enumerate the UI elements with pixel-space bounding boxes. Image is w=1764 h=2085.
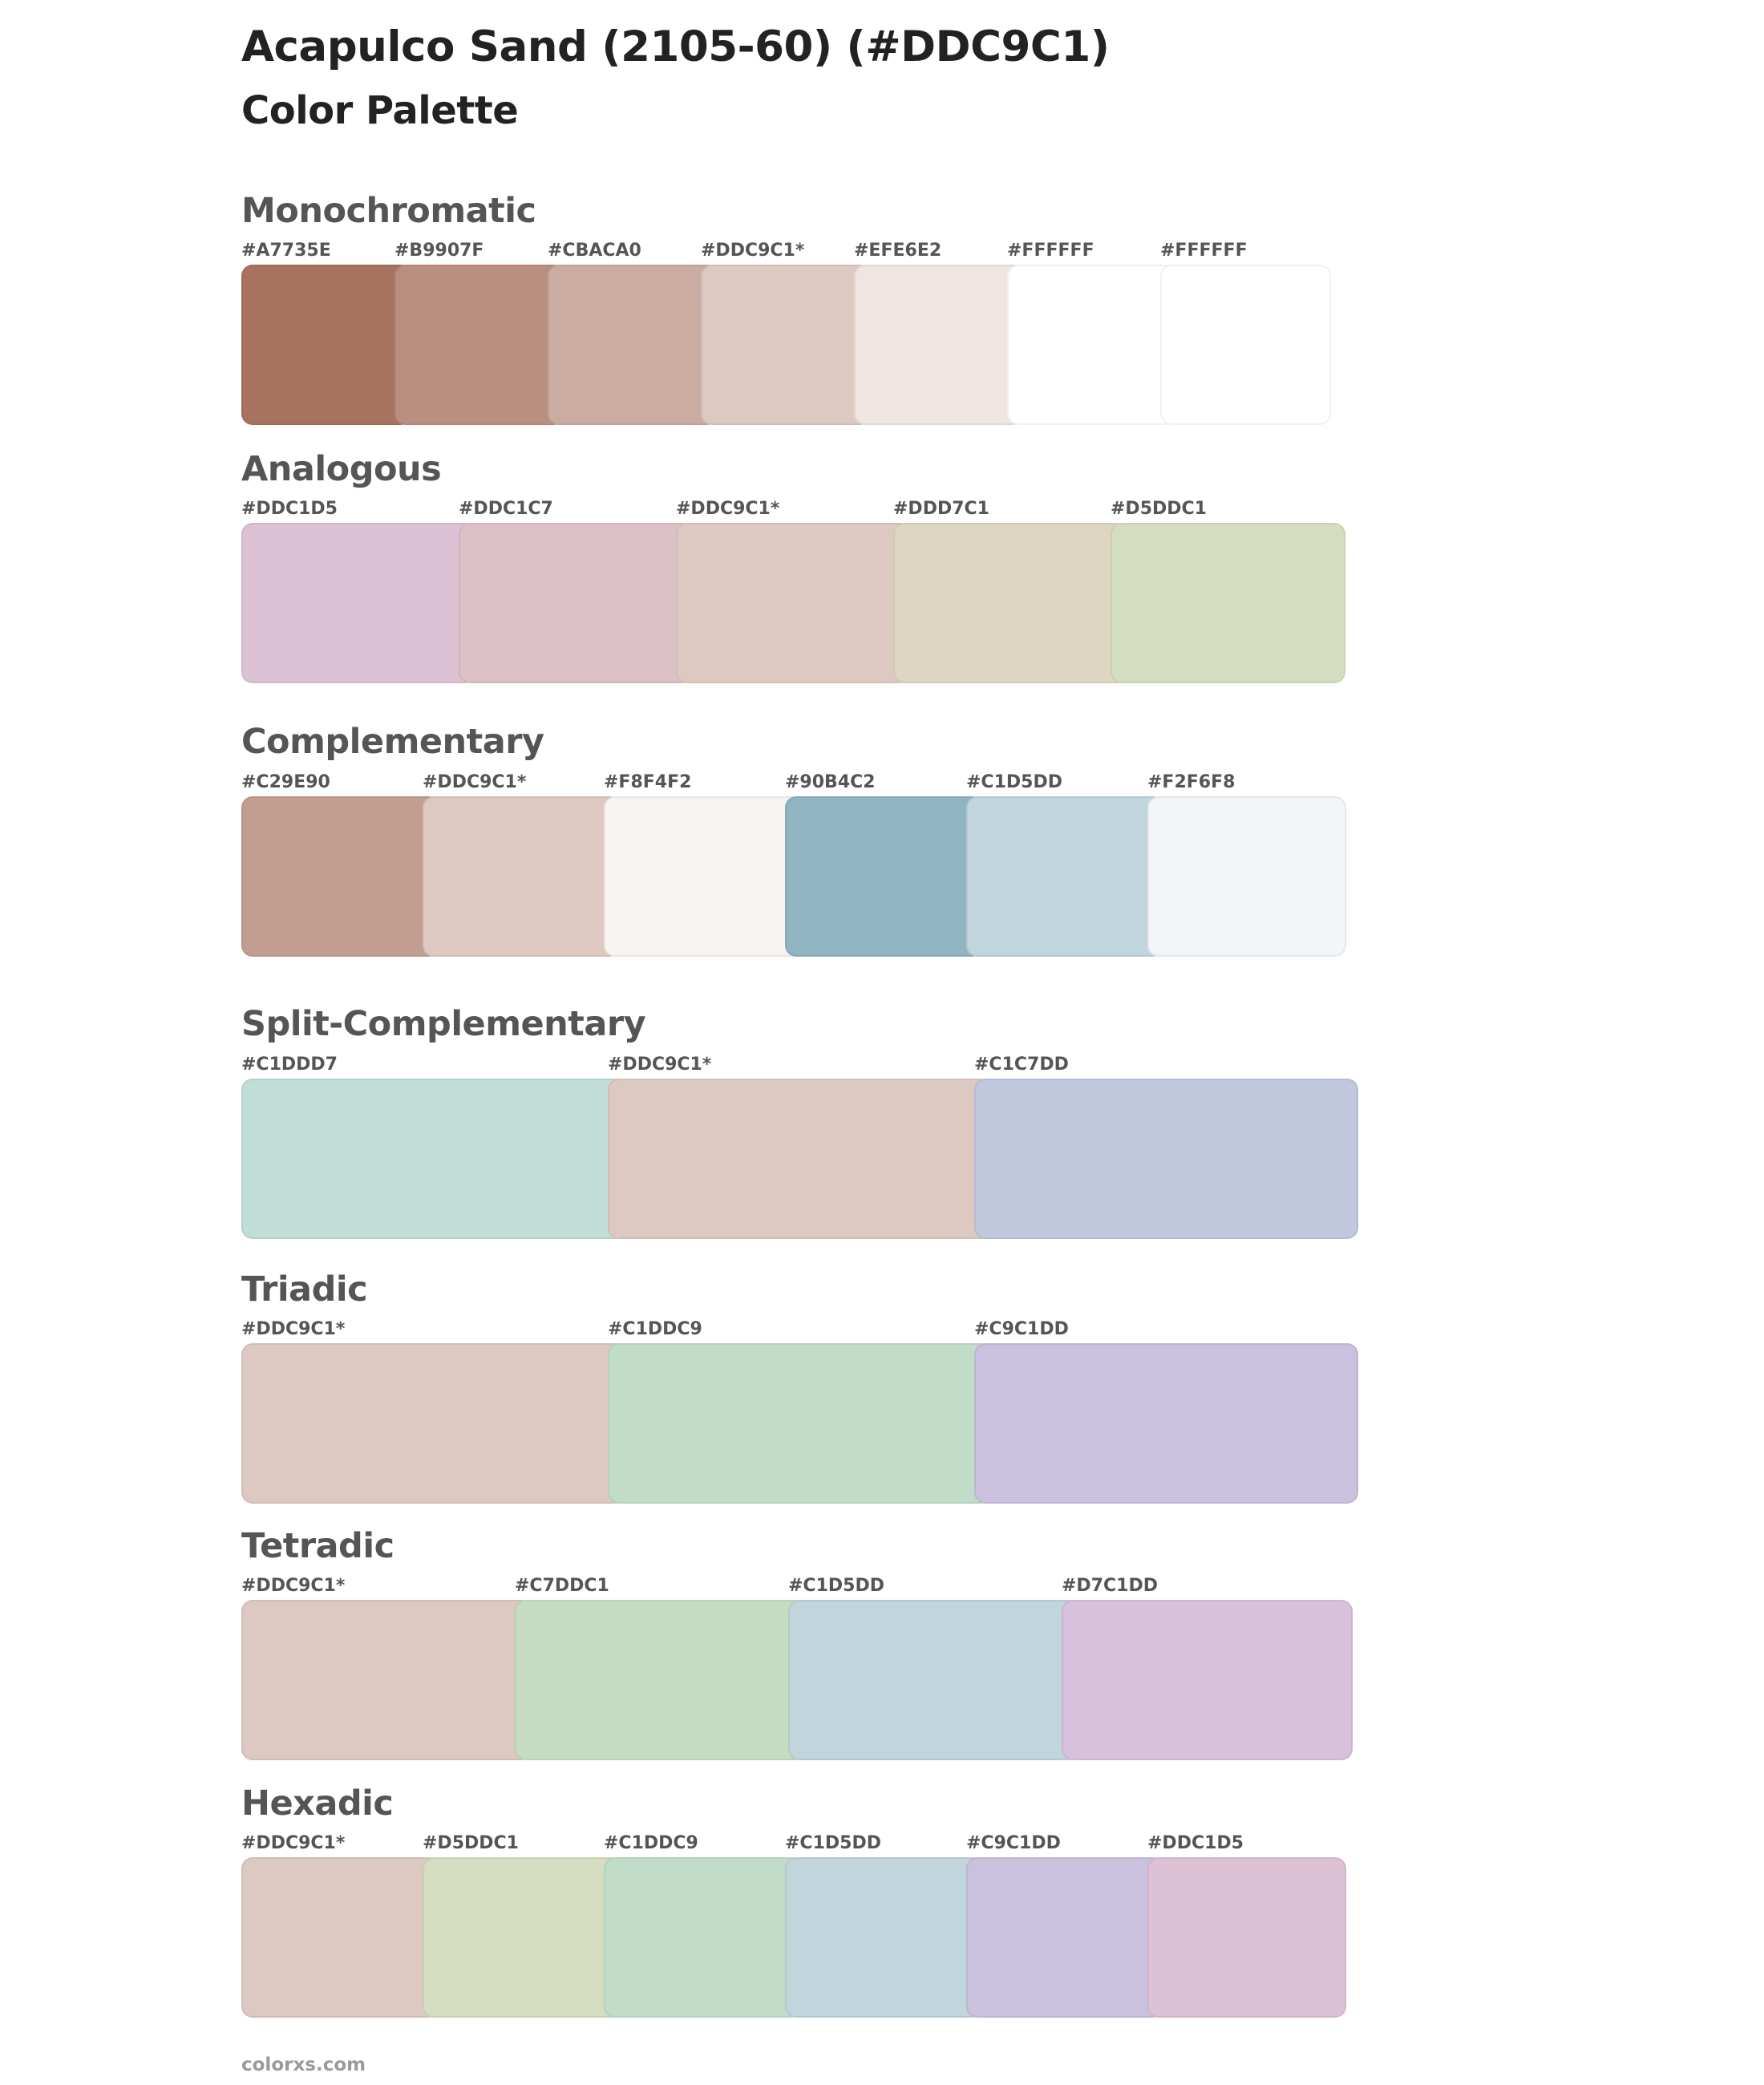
hex-label: #C1C7DD [974, 1055, 1069, 1075]
hex-label: #DDC9C1* [423, 772, 527, 792]
color-chip[interactable] [1160, 265, 1331, 425]
color-chip[interactable] [241, 796, 440, 957]
color-chip[interactable] [1147, 1857, 1346, 2018]
footer-site-link[interactable]: colorxs.com [241, 2055, 366, 2075]
hex-label: #DDC1D5 [241, 499, 338, 519]
color-chip[interactable] [788, 1600, 1079, 1760]
color-chip[interactable] [241, 1857, 440, 2018]
color-chip[interactable] [241, 1079, 625, 1239]
hex-label: #DDC9C1* [676, 499, 780, 519]
hex-label: #C1D5DD [966, 772, 1062, 792]
color-chip[interactable] [1007, 265, 1178, 425]
color-chip[interactable] [974, 1079, 1358, 1239]
hex-label: #C1DDC9 [608, 1319, 702, 1339]
hex-label: #FFFFFF [1160, 241, 1248, 261]
color-chip[interactable] [241, 523, 476, 683]
color-chip[interactable] [785, 1857, 984, 2018]
hex-label: #DDC9C1* [701, 241, 805, 261]
hex-label: #C1DDC9 [604, 1833, 698, 1853]
page-title: Acapulco Sand (2105-60) (#DDC9C1) [241, 22, 1110, 71]
hex-label: #DDC1C7 [459, 499, 553, 519]
hex-label: #DDC9C1* [608, 1055, 712, 1075]
color-chip[interactable] [701, 265, 872, 425]
section-title: Tetradic [241, 1526, 394, 1566]
hex-label: #90B4C2 [785, 772, 876, 792]
color-chip[interactable] [1111, 523, 1345, 683]
color-chip[interactable] [785, 796, 984, 957]
hex-label: #F2F6F8 [1147, 772, 1236, 792]
color-chip[interactable] [241, 1343, 625, 1504]
color-chip[interactable] [604, 1857, 803, 2018]
hex-label: #C9C1DD [966, 1833, 1061, 1853]
hex-label: #DDD7C1 [893, 499, 989, 519]
color-chip[interactable] [966, 1857, 1165, 2018]
hex-label: #DDC9C1* [241, 1833, 346, 1853]
section-title: Triadic [241, 1269, 368, 1310]
color-chip[interactable] [966, 796, 1165, 957]
hex-label: #D7C1DD [1062, 1576, 1158, 1596]
color-chip[interactable] [394, 265, 565, 425]
hex-label: #C9C1DD [974, 1319, 1069, 1339]
color-chip[interactable] [548, 265, 718, 425]
section-title: Split-Complementary [241, 1004, 646, 1044]
color-chip[interactable] [604, 796, 803, 957]
hex-label: #DDC9C1* [241, 1576, 346, 1596]
hex-label: #C29E90 [241, 772, 330, 792]
color-chip[interactable] [676, 523, 911, 683]
hex-label: #DDC9C1* [241, 1319, 346, 1339]
hex-label: #D5DDC1 [1111, 499, 1207, 519]
color-chip[interactable] [608, 1079, 992, 1239]
hex-label: #CBACA0 [548, 241, 641, 261]
color-chip[interactable] [1147, 796, 1346, 957]
hex-label: #C1DDD7 [241, 1055, 338, 1075]
color-chip[interactable] [515, 1600, 806, 1760]
color-chip[interactable] [974, 1343, 1358, 1504]
hex-label: #A7735E [241, 241, 331, 261]
hex-label: #F8F4F2 [604, 772, 692, 792]
color-chip[interactable] [241, 1600, 532, 1760]
page-subtitle: Color Palette [241, 88, 519, 133]
color-chip[interactable] [1062, 1600, 1353, 1760]
color-chip[interactable] [423, 1857, 621, 2018]
section-title: Analogous [241, 449, 442, 489]
section-title: Complementary [241, 722, 544, 762]
color-chip[interactable] [423, 796, 621, 957]
color-chip[interactable] [608, 1343, 992, 1504]
section-title: Monochromatic [241, 191, 536, 231]
color-chip[interactable] [854, 265, 1025, 425]
hex-label: #FFFFFF [1007, 241, 1094, 261]
color-chip[interactable] [241, 265, 412, 425]
hex-label: #C1D5DD [785, 1833, 881, 1853]
hex-label: #C7DDC1 [515, 1576, 609, 1596]
color-chip[interactable] [459, 523, 694, 683]
hex-label: #DDC1D5 [1147, 1833, 1244, 1853]
hex-label: #D5DDC1 [423, 1833, 519, 1853]
hex-label: #B9907F [394, 241, 484, 261]
section-title: Hexadic [241, 1783, 394, 1824]
hex-label: #C1D5DD [788, 1576, 884, 1596]
color-chip[interactable] [893, 523, 1128, 683]
hex-label: #EFE6E2 [854, 241, 942, 261]
